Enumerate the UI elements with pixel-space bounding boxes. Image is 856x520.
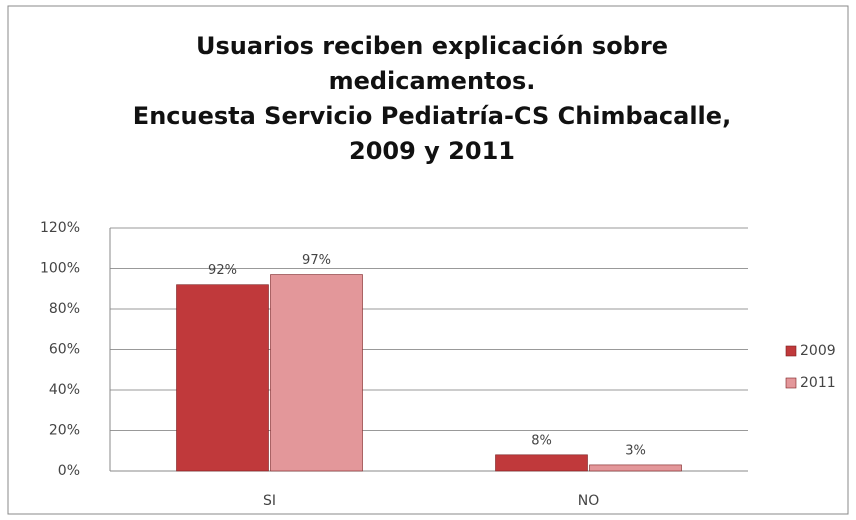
- bar: [176, 284, 269, 472]
- y-tick-label: 60%: [49, 342, 80, 358]
- chart-title: medicamentos.: [329, 67, 536, 95]
- bar: [495, 454, 588, 472]
- legend-label: 2011: [800, 375, 836, 391]
- chart-frame: [7, 5, 849, 515]
- y-tick-label: 20%: [49, 423, 80, 439]
- y-tick-label: 100%: [40, 261, 80, 277]
- bar: [270, 274, 363, 472]
- value-label: 97%: [302, 253, 331, 268]
- value-label: 3%: [625, 443, 646, 458]
- chart-title: Encuesta Servicio Pediatría-CS Chimbacal…: [133, 102, 731, 130]
- y-tick-label: 0%: [58, 463, 80, 479]
- x-tick-label: NO: [578, 493, 600, 509]
- legend-swatch: [785, 377, 797, 389]
- y-tick-label: 40%: [49, 382, 80, 398]
- x-tick-label: SI: [263, 493, 276, 509]
- y-tick-label: 120%: [40, 220, 80, 236]
- chart-title: 2009 y 2011: [349, 137, 515, 165]
- value-label: 92%: [208, 263, 237, 278]
- chart-title: Usuarios reciben explicación sobre: [196, 32, 668, 60]
- bar: [589, 464, 682, 472]
- value-label: 8%: [531, 433, 552, 448]
- y-tick-label: 80%: [49, 301, 80, 317]
- legend-label: 2009: [800, 343, 836, 359]
- legend-swatch: [785, 345, 797, 357]
